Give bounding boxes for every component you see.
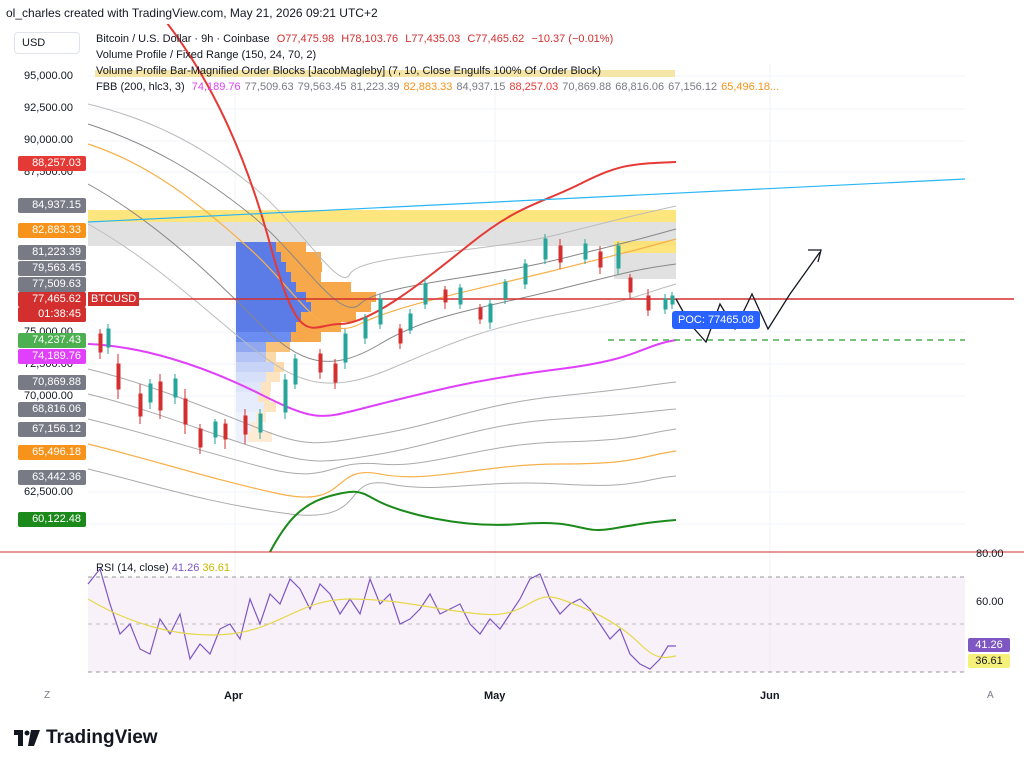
legend-main: Bitcoin / U.S. Dollar · 9h · Coinbase O7… bbox=[96, 33, 617, 45]
fbb-value: 70,869.88 bbox=[562, 81, 612, 93]
price-label: 74,189.76 bbox=[18, 349, 86, 364]
logo-text: TradingView bbox=[46, 727, 158, 748]
price-label: 82,883.33 bbox=[18, 223, 86, 238]
fbb-value: 84,937.15 bbox=[456, 81, 506, 93]
rsi-value-badge: 41.26 bbox=[968, 638, 1010, 652]
price-label: 63,442.36 bbox=[18, 470, 86, 485]
price-label: 74,237.43 bbox=[18, 333, 86, 348]
zoom-button[interactable]: Z bbox=[44, 690, 51, 701]
fbb-bands bbox=[87, 24, 966, 553]
legend-order-blocks[interactable]: Volume Profile Bar-Magnified Order Block… bbox=[96, 65, 602, 77]
price-label: 84,937.15 bbox=[18, 198, 86, 213]
order-block-yellow bbox=[88, 210, 676, 222]
price-label: 01:38:45 bbox=[18, 307, 86, 322]
ohlc-change: −10.37 (−0.01%) bbox=[531, 33, 614, 45]
poc-label: POC: 77465.08 bbox=[672, 311, 760, 329]
tradingview-logo-icon bbox=[14, 730, 40, 746]
fbb-value: 79,563.45 bbox=[297, 81, 347, 93]
fbb-value: 67,156.12 bbox=[668, 81, 718, 93]
y-tick: 90,000.00 bbox=[24, 134, 73, 146]
rsi-value: 41.26 bbox=[171, 562, 200, 574]
fbb-value: 74,189.76 bbox=[191, 81, 241, 93]
fbb-value: 77,509.63 bbox=[244, 81, 294, 93]
projection-arrowhead bbox=[808, 249, 822, 263]
rsi-tick: 80.00 bbox=[976, 548, 1004, 560]
symbol-name: Bitcoin / U.S. Dollar · 9h · Coinbase bbox=[96, 33, 270, 45]
legend-volume-profile[interactable]: Volume Profile / Fixed Range (150, 24, 7… bbox=[96, 49, 317, 61]
rsi-ma-line bbox=[87, 596, 677, 659]
auto-scale-button[interactable]: A bbox=[987, 690, 994, 701]
candles bbox=[98, 234, 675, 454]
fbb-value: 81,223.39 bbox=[350, 81, 400, 93]
price-label: 79,563.45 bbox=[18, 261, 86, 276]
price-label: 77,509.63 bbox=[18, 277, 86, 292]
x-tick-apr: Apr bbox=[224, 690, 243, 702]
price-label: 70,869.88 bbox=[18, 375, 86, 390]
price-label: 65,496.18 bbox=[18, 445, 86, 460]
y-tick: 92,500.00 bbox=[24, 102, 73, 114]
rsi-tick: 60.00 bbox=[976, 596, 1004, 608]
fbb-value: 68,816.06 bbox=[615, 81, 665, 93]
fbb-value: 65,496.18... bbox=[721, 81, 780, 93]
symbol-currency-button[interactable]: USD bbox=[14, 32, 80, 54]
ohlc-low: L77,435.03 bbox=[405, 33, 461, 45]
price-label: 81,223.39 bbox=[18, 245, 86, 260]
order-block-gray bbox=[88, 222, 676, 246]
fbb-value: 88,257.03 bbox=[509, 81, 559, 93]
price-label: 60,122.48 bbox=[18, 512, 86, 527]
ohlc-open: O77,475.98 bbox=[276, 33, 335, 45]
legend-highlight-bar bbox=[95, 70, 675, 77]
price-label: 77,465.62 bbox=[18, 292, 86, 307]
ohlc-close: C77,465.62 bbox=[467, 33, 525, 45]
price-label: 67,156.12 bbox=[18, 422, 86, 437]
chart-area[interactable]: USD Bitcoin / U.S. Dollar · 9h · Coinbas… bbox=[0, 24, 1024, 714]
y-tick: 62,500.00 bbox=[24, 486, 73, 498]
rsi-line bbox=[87, 567, 676, 670]
btcusd-tag: BTCUSD bbox=[88, 292, 140, 306]
fbb-name: FBB (200, hlc3, 3) bbox=[96, 81, 185, 93]
chart-canvas[interactable] bbox=[0, 24, 1024, 714]
rsi-name: RSI (14, close) bbox=[96, 562, 169, 574]
fbb-value: 82,883.33 bbox=[403, 81, 453, 93]
y-tick: 70,000.00 bbox=[24, 390, 73, 402]
volume-profile bbox=[236, 242, 376, 442]
legend-fbb[interactable]: FBB (200, hlc3, 3) 74,189.76 77,509.63 79,… bbox=[96, 81, 787, 93]
tradingview-logo[interactable]: TradingView bbox=[14, 727, 158, 749]
rsi-ma-badge: 36.61 bbox=[968, 654, 1010, 668]
price-label: 68,816.06 bbox=[18, 402, 86, 417]
x-tick-jun: Jun bbox=[760, 690, 780, 702]
rsi-ma-value: 36.61 bbox=[202, 562, 230, 574]
y-tick: 95,000.00 bbox=[24, 70, 73, 82]
ohlc-high: H78,103.76 bbox=[341, 33, 399, 45]
x-tick-may: May bbox=[484, 690, 506, 702]
author-caption: ol_charles created with TradingView.com,… bbox=[6, 6, 378, 20]
price-label: 88,257.03 bbox=[18, 156, 86, 171]
rsi-legend[interactable]: RSI (14, close) 41.26 36.61 bbox=[96, 562, 230, 574]
projection-path bbox=[675, 251, 821, 344]
